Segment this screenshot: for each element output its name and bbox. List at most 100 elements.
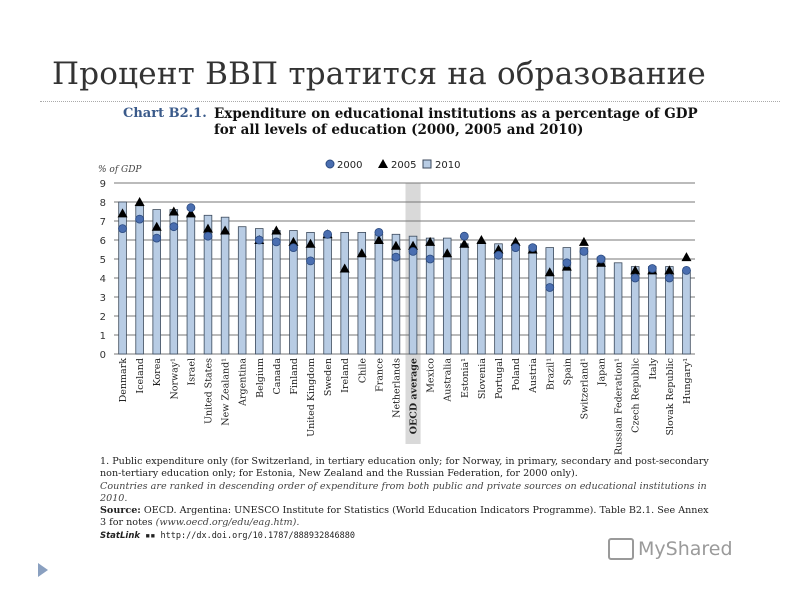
bar-2010 [186, 214, 196, 355]
point-2005 [373, 235, 384, 244]
legend-2005-label: 2005 [391, 160, 416, 171]
x-tick-label: Iceland [135, 358, 146, 394]
bar-2010 [152, 209, 161, 355]
point-2000 [425, 254, 435, 264]
x-tick-label: Sweden [323, 358, 334, 396]
y-tick-label: 1 [100, 331, 106, 342]
source-text: OECD. Argentina: UNESCO Institute for St… [100, 505, 709, 529]
point-2000 [511, 243, 520, 253]
point-2005 [288, 236, 299, 246]
x-tick-label: OECD average [409, 358, 420, 434]
chart-title: Expenditure on educational institutions … [214, 106, 698, 138]
x-tick-label: Hungary¹ [682, 358, 693, 404]
x-tick-label: Korea [152, 358, 163, 387]
x-tick-label: Estonia¹ [460, 358, 471, 398]
point-2000 [528, 243, 538, 253]
bar-chart: 0 1 2 3 4 5 6 7 8 9 % of GDP 2000 2005 2010 Denmark Ice… [98, 159, 695, 455]
x-tick-label: Slovak Republic [665, 358, 676, 436]
point-2000 [391, 252, 401, 262]
point-2000 [254, 235, 264, 245]
point-2005 [425, 236, 436, 246]
point-2005 [168, 206, 179, 216]
y-tick-label: 7 [100, 217, 106, 228]
point-2005 [578, 236, 589, 246]
bar-2010 [323, 233, 332, 355]
source-url[interactable]: (www.oecd.org/edu/eag.htm). [155, 517, 300, 529]
x-tick-label: Italy [648, 357, 659, 379]
x-tick-label: Japan [597, 358, 608, 386]
chart-label: Chart B2.1. [123, 106, 207, 121]
chart-title-line1: Expenditure on educational institutions … [214, 106, 698, 122]
y-tick-label: 9 [100, 179, 106, 190]
y-tick-label: 8 [100, 198, 106, 209]
bar-2010 [340, 231, 349, 355]
bar-2010 [374, 233, 384, 355]
x-tick-label: United States [203, 358, 214, 424]
legend-2000-label: 2000 [337, 160, 362, 171]
point-2000 [647, 264, 657, 273]
point-2005 [544, 267, 555, 277]
bar-2010 [408, 235, 418, 355]
point-2000 [545, 283, 555, 292]
bar-2010 [357, 231, 367, 355]
point-2005 [510, 236, 521, 246]
x-tick-label: Argentina [238, 358, 249, 407]
point-2005 [202, 223, 213, 233]
bar-2010 [528, 245, 537, 355]
x-tick-label: Chile [357, 358, 368, 383]
watermark: MyShared [608, 538, 733, 560]
footnote-1: 1. Public expenditure only (for Switzerl… [100, 456, 709, 480]
x-tick-label: Israel [186, 358, 197, 386]
source-note: Source: OECD. Argentina: UNESCO Institut… [100, 505, 710, 530]
x-tick-label: Brazil¹ [545, 358, 556, 390]
slide-title: Процент ВВП тратится на образование [52, 56, 706, 92]
footnotes: 1. Public expenditure only (for Switzerl… [100, 456, 710, 542]
bar-2010 [460, 243, 469, 355]
y-tick-label: 2 [100, 312, 106, 323]
x-tick-label: Canada [272, 358, 283, 395]
point-2000 [169, 222, 179, 232]
bar-2010 [272, 230, 281, 355]
y-axis-label: % of GDP [98, 165, 142, 175]
bar-2010 [255, 228, 264, 355]
point-2000 [186, 203, 196, 213]
point-2005 [305, 238, 316, 248]
bar-2010 [477, 241, 486, 355]
point-2005 [681, 252, 692, 262]
point-2000 [630, 273, 640, 283]
x-tick-label: Poland [511, 358, 522, 391]
ranking-note: Countries are ranked in descending order… [100, 480, 707, 504]
bar-2010 [169, 209, 179, 355]
bar-2010 [562, 247, 572, 355]
x-tick-label: Spain [562, 358, 573, 385]
point-2005 [493, 244, 504, 254]
x-tick-label: Mexico [426, 358, 437, 393]
y-tick-label: 0 [100, 350, 106, 361]
x-tick-label: New Zealand¹ [221, 358, 232, 426]
x-tick-label: Ireland [340, 358, 351, 393]
y-tick-label: 3 [100, 293, 106, 304]
point-2005 [356, 248, 367, 258]
slide-nav-arrow-icon[interactable] [38, 563, 48, 577]
point-2000 [118, 224, 127, 234]
point-2000 [203, 231, 213, 241]
bar-2010 [511, 243, 520, 355]
bar-2010 [289, 230, 298, 355]
point-2005 [117, 208, 128, 218]
point-2005 [476, 235, 487, 244]
point-2000 [135, 214, 145, 224]
x-tick-label: Slovenia [477, 358, 488, 399]
point-2000 [152, 233, 162, 243]
legend-2005-marker [378, 159, 388, 168]
statlink: StatLink ▪▪ http://dx.doi.org/10.1787/88… [100, 530, 355, 541]
point-2005 [390, 240, 401, 250]
x-tick-label: Portugal [494, 358, 505, 399]
x-tick-label: Australia [443, 358, 454, 403]
bar-2010 [682, 269, 691, 355]
source-label: Source: [100, 505, 141, 517]
x-tick-label: Belgium [255, 358, 266, 398]
x-tick-label: France [374, 358, 385, 392]
point-2000 [459, 231, 469, 241]
statlink-url[interactable]: http://dx.doi.org/10.1787/888932846880 [160, 530, 355, 541]
legend-2010-marker [422, 159, 432, 169]
